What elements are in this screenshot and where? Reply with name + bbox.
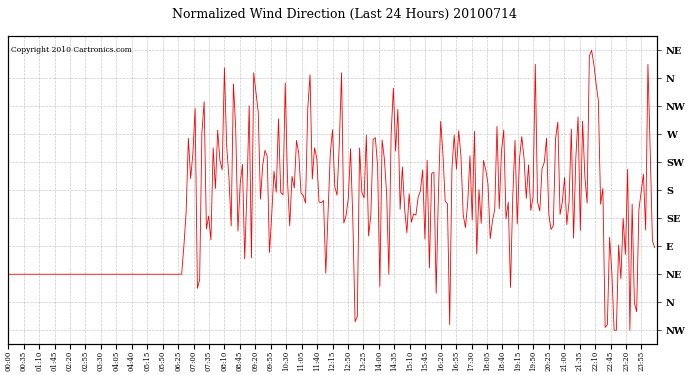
Text: Copyright 2010 Cartronics.com: Copyright 2010 Cartronics.com [12, 46, 132, 54]
Text: Normalized Wind Direction (Last 24 Hours) 20100714: Normalized Wind Direction (Last 24 Hours… [172, 8, 518, 21]
